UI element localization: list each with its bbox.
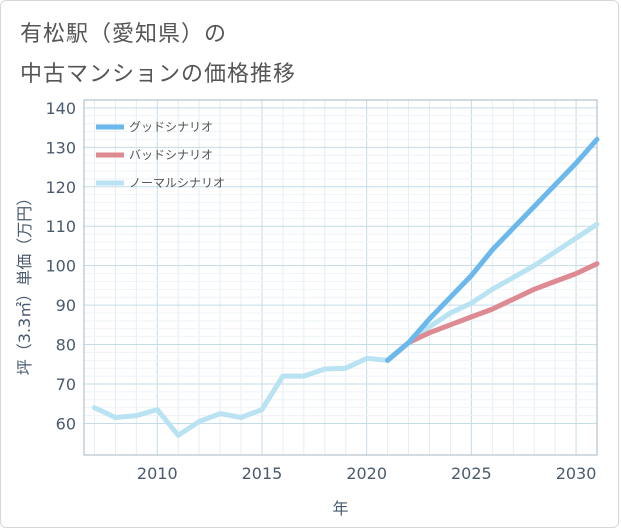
y-tick-label: 80 bbox=[56, 336, 76, 355]
y-tick-label: 90 bbox=[56, 296, 76, 315]
chart-title-line1: 有松駅（愛知県）の bbox=[20, 22, 228, 47]
y-tick-label: 130 bbox=[45, 138, 76, 157]
series-line-1 bbox=[385, 261, 600, 363]
tick-labels: 2010 2015 2020 2025 2030 60 70 80 90 100 110 120 130… bbox=[45, 99, 596, 483]
y-tick-label: 110 bbox=[45, 217, 76, 236]
y-axis-label: 坪（3.3㎡）単価（万円） bbox=[15, 190, 34, 375]
x-axis-label: 年 bbox=[332, 499, 348, 518]
x-tick-label: 2020 bbox=[346, 464, 387, 483]
series-line-0 bbox=[385, 136, 600, 363]
legend-label-2: ノーマルシナリオ bbox=[129, 176, 225, 190]
y-tick-label: 100 bbox=[45, 257, 76, 276]
x-tick-label: 2025 bbox=[451, 464, 492, 483]
chart-title-line2: 中古マンションの価格推移 bbox=[20, 62, 297, 87]
legend-label-0: グッドシナリオ bbox=[129, 120, 213, 134]
y-tick-label: 120 bbox=[45, 178, 76, 197]
series-lines bbox=[92, 136, 600, 438]
x-tick-label: 2010 bbox=[137, 464, 178, 483]
axes bbox=[83, 99, 598, 456]
series-line-2 bbox=[92, 221, 600, 438]
x-tick-label: 2030 bbox=[556, 464, 597, 483]
y-tick-label: 70 bbox=[56, 375, 76, 394]
grid-lines bbox=[84, 100, 598, 455]
plot-frame bbox=[83, 99, 598, 456]
y-tick-label: 60 bbox=[56, 414, 76, 433]
legend-label-1: バッドシナリオ bbox=[129, 148, 213, 162]
x-tick-label: 2015 bbox=[242, 464, 283, 483]
y-tick-label: 140 bbox=[45, 99, 76, 118]
